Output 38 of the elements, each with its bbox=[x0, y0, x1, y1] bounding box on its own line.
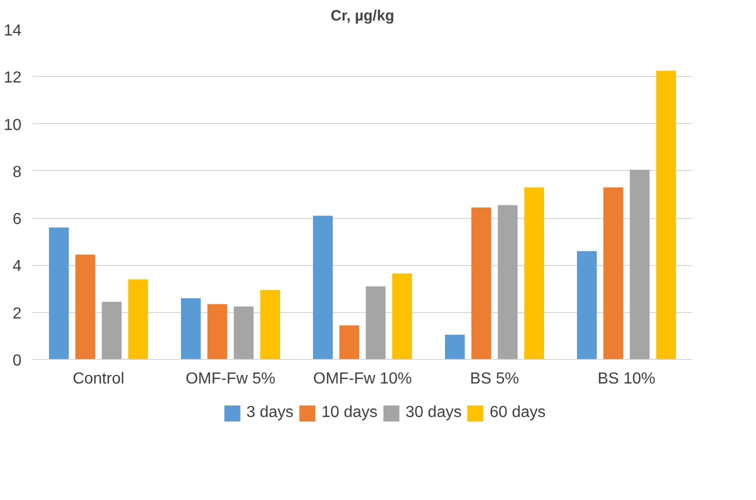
x-tick-label: BS 10% bbox=[598, 370, 656, 388]
bar bbox=[260, 290, 280, 360]
chart-title: Cr, µg/kg bbox=[330, 8, 394, 24]
legend-label: 60 days bbox=[490, 404, 546, 422]
bar bbox=[630, 170, 650, 360]
bar bbox=[656, 70, 676, 360]
y-tick-label: 14 bbox=[4, 22, 22, 40]
x-tick-label: BS 5% bbox=[470, 370, 519, 388]
x-tick-label: OMF-Fw 10% bbox=[313, 370, 412, 388]
bar bbox=[49, 228, 69, 360]
bar bbox=[207, 304, 228, 360]
x-tick-label: OMF-Fw 5% bbox=[186, 370, 276, 388]
y-tick-label: 0 bbox=[12, 352, 22, 370]
y-tick-label: 10 bbox=[4, 116, 22, 134]
x-tick-label: Control bbox=[72, 370, 124, 388]
y-tick-label: 12 bbox=[4, 70, 22, 87]
legend-label: 10 days bbox=[322, 404, 378, 422]
bar bbox=[128, 279, 148, 360]
bar bbox=[392, 273, 412, 360]
bar bbox=[445, 334, 465, 360]
legend-label: 3 days bbox=[246, 404, 294, 422]
y-tick-label: 8 bbox=[12, 164, 22, 181]
y-tick-label: 4 bbox=[12, 258, 22, 276]
bar bbox=[603, 187, 624, 360]
y-tick-label: 2 bbox=[12, 305, 22, 322]
bar bbox=[524, 187, 544, 360]
bar bbox=[498, 205, 518, 360]
legend-label: 30 days bbox=[406, 404, 462, 422]
y-tick-label: 6 bbox=[12, 211, 22, 228]
bar bbox=[75, 254, 96, 360]
bar bbox=[366, 286, 386, 360]
bar bbox=[234, 306, 254, 360]
bar bbox=[339, 325, 360, 360]
bar bbox=[181, 298, 201, 360]
bar bbox=[313, 216, 333, 360]
bar bbox=[471, 207, 492, 360]
bar bbox=[577, 251, 597, 360]
bar bbox=[102, 302, 122, 360]
